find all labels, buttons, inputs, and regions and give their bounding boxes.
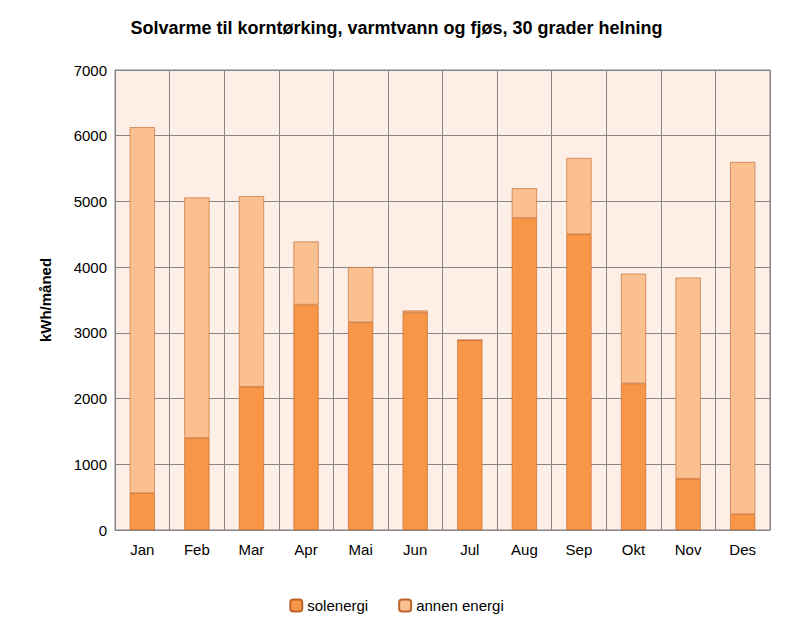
svg-text:Aug: Aug xyxy=(511,541,538,558)
svg-text:7000: 7000 xyxy=(74,62,107,79)
svg-text:Mai: Mai xyxy=(349,541,373,558)
svg-text:Apr: Apr xyxy=(294,541,317,558)
svg-text:Okt: Okt xyxy=(622,541,646,558)
svg-text:3000: 3000 xyxy=(74,324,107,341)
svg-text:5000: 5000 xyxy=(74,193,107,210)
svg-text:Solvarme til korntørking, varm: Solvarme til korntørking, varmtvann og f… xyxy=(130,18,662,38)
svg-text:annen energi: annen energi xyxy=(416,597,504,614)
svg-text:Nov: Nov xyxy=(675,541,702,558)
svg-text:1000: 1000 xyxy=(74,456,107,473)
svg-text:Mar: Mar xyxy=(239,541,265,558)
svg-text:Des: Des xyxy=(729,541,756,558)
svg-text:Jun: Jun xyxy=(403,541,427,558)
svg-text:Sep: Sep xyxy=(566,541,593,558)
svg-text:kWh/måned: kWh/måned xyxy=(37,258,54,342)
svg-text:0: 0 xyxy=(99,522,107,539)
svg-text:2000: 2000 xyxy=(74,390,107,407)
svg-text:Jul: Jul xyxy=(460,541,479,558)
svg-text:Jan: Jan xyxy=(130,541,154,558)
svg-text:4000: 4000 xyxy=(74,259,107,276)
svg-text:6000: 6000 xyxy=(74,127,107,144)
svg-text:solenergi: solenergi xyxy=(307,597,368,614)
svg-text:Feb: Feb xyxy=(184,541,210,558)
